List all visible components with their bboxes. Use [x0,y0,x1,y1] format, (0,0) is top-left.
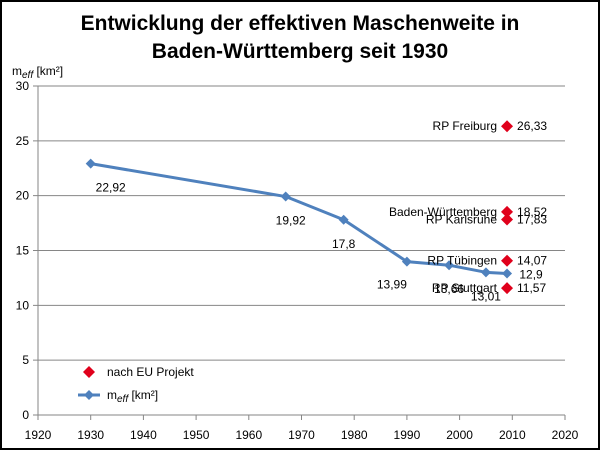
legend-label-meff: meff [km²] [107,388,158,405]
data-label-eu-projekt: 17,83 [517,212,547,226]
data-point-eu-projekt [501,120,514,133]
legend-marker-meff [84,390,94,400]
data-label-meff: 13,01 [471,289,501,303]
x-tick-label: 2010 [499,428,526,442]
x-tick-label: 1980 [341,428,368,442]
x-tick-label: 1990 [394,428,421,442]
chart-title-line2: Baden-Württemberg seit 1930 [151,40,449,63]
x-tick-label: 2020 [552,428,579,442]
data-point-meff [502,268,513,279]
x-tick-label: 1920 [25,428,52,442]
point-name-label: RP Stuttgart [432,281,498,295]
data-label-meff: 12,9 [519,268,543,282]
grid-lines [33,85,565,361]
data-point-eu-projekt [501,254,514,267]
data-point-eu-projekt [501,205,514,218]
data-point-eu-projekt [501,282,514,295]
legend-marker-eu-projekt [83,366,95,378]
x-tick-label: 2000 [446,428,473,442]
point-name-label: RP Karlsruhe [426,212,497,226]
data-label-meff: 19,92 [276,214,306,228]
chart-title: Entwicklung der effektiven Maschenweite … [0,10,600,66]
series-eu-projekt: RP Freiburg 26,33 Baden-Württemberg 18,52 RP… [389,119,547,295]
data-label-meff: 13,66 [434,282,464,296]
point-name-label: Baden-Württemberg [389,205,497,219]
x-tick-label: 1940 [130,428,157,442]
series-meff: 22,92 19,92 17,8 13,99 13,66 13,01 12,9 [85,158,543,303]
x-tick-label: 1950 [183,428,210,442]
x-tick-label: 1970 [288,428,315,442]
y-tick-label: 0 [22,408,29,422]
data-label-meff: 22,92 [96,181,126,195]
data-point-eu-projekt [501,213,514,226]
y-tick-label: 5 [22,353,29,367]
legend: nach EU Projekt meff [km²] [78,365,194,405]
data-label-eu-projekt: 18,52 [517,205,547,219]
data-point-meff [85,158,96,169]
data-label-meff: 17,8 [332,237,356,251]
y-axis-label: meff [km²] [12,64,63,81]
x-tick-label: 1960 [235,428,262,442]
axes: 0 5 10 15 20 25 30 1920 1930 1940 1950 1960 1970 1980… [16,79,579,442]
data-point-meff [401,256,412,267]
y-tick-label: 25 [16,134,30,148]
y-tick-label: 20 [16,189,30,203]
data-label-meff: 13,99 [377,278,407,292]
y-tick-label: 15 [16,244,30,258]
data-label-eu-projekt: 26,33 [517,119,547,133]
data-point-meff [444,260,455,271]
legend-label-eu-projekt: nach EU Projekt [107,365,194,379]
point-name-label: RP Tübingen [427,254,497,268]
chart-title-line1: Entwicklung der effektiven Maschenweite … [80,12,520,35]
data-label-eu-projekt: 11,57 [517,281,546,295]
data-point-meff [280,191,291,202]
y-tick-label: 30 [16,79,30,93]
data-point-meff [480,267,491,278]
data-point-meff [338,214,349,225]
x-tick-label: 1930 [77,428,104,442]
point-name-label: RP Freiburg [433,119,497,133]
data-label-eu-projekt: 14,07 [517,254,547,268]
y-tick-label: 10 [16,298,30,312]
